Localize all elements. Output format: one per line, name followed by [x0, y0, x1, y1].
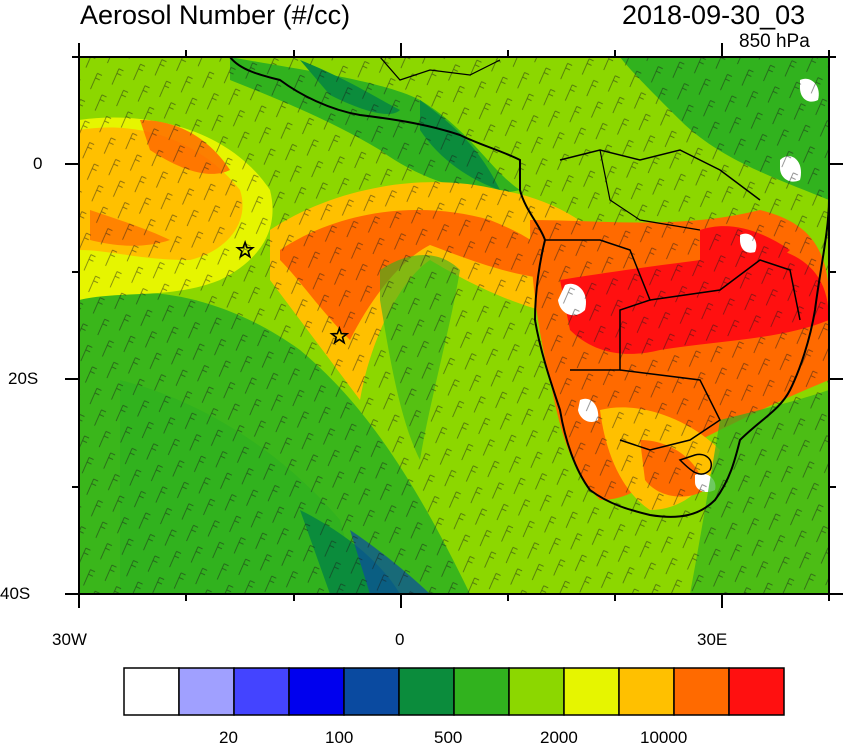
colorbar-swatch [618, 667, 675, 716]
colorbar-label-2000: 2000 [540, 728, 578, 747]
lon-label-30e: 30E [697, 630, 728, 649]
colorbar-swatch [343, 667, 400, 716]
star-marker [329, 325, 350, 345]
colorbar-label-20: 20 [219, 728, 238, 747]
lat-label-0: 0 [33, 154, 43, 173]
colorbar-swatch [178, 667, 235, 716]
colorbar-swatch [453, 667, 510, 716]
colorbar-swatch [123, 667, 180, 716]
colorbar-swatch [673, 667, 730, 716]
marker-layer [235, 239, 350, 345]
lon-label-0: 0 [395, 630, 405, 649]
colorbar-swatch [233, 667, 290, 716]
star-marker [235, 239, 255, 259]
colorbar-swatch [398, 667, 455, 716]
colorbar-label-100: 100 [325, 728, 354, 747]
colorbar-swatch [288, 667, 345, 716]
lon-label-30w: 30W [52, 630, 87, 649]
colorbar-label-10000: 10000 [640, 728, 688, 747]
pressure-level: 850 hPa [739, 31, 810, 52]
colorbar-swatch [508, 667, 565, 716]
plot-title: Aerosol Number (#/cc) [80, 0, 351, 30]
plot-datetime: 2018-09-30_03 [622, 0, 806, 30]
axis-ticks [65, 43, 843, 608]
colorbar-swatch [563, 667, 620, 716]
aerosol-field [79, 57, 829, 594]
lat-label-20s: 20S [8, 369, 39, 388]
lat-label-40s: 40S [0, 584, 31, 603]
colorbar-label-500: 500 [434, 728, 463, 747]
colorbar-swatch [728, 667, 785, 716]
